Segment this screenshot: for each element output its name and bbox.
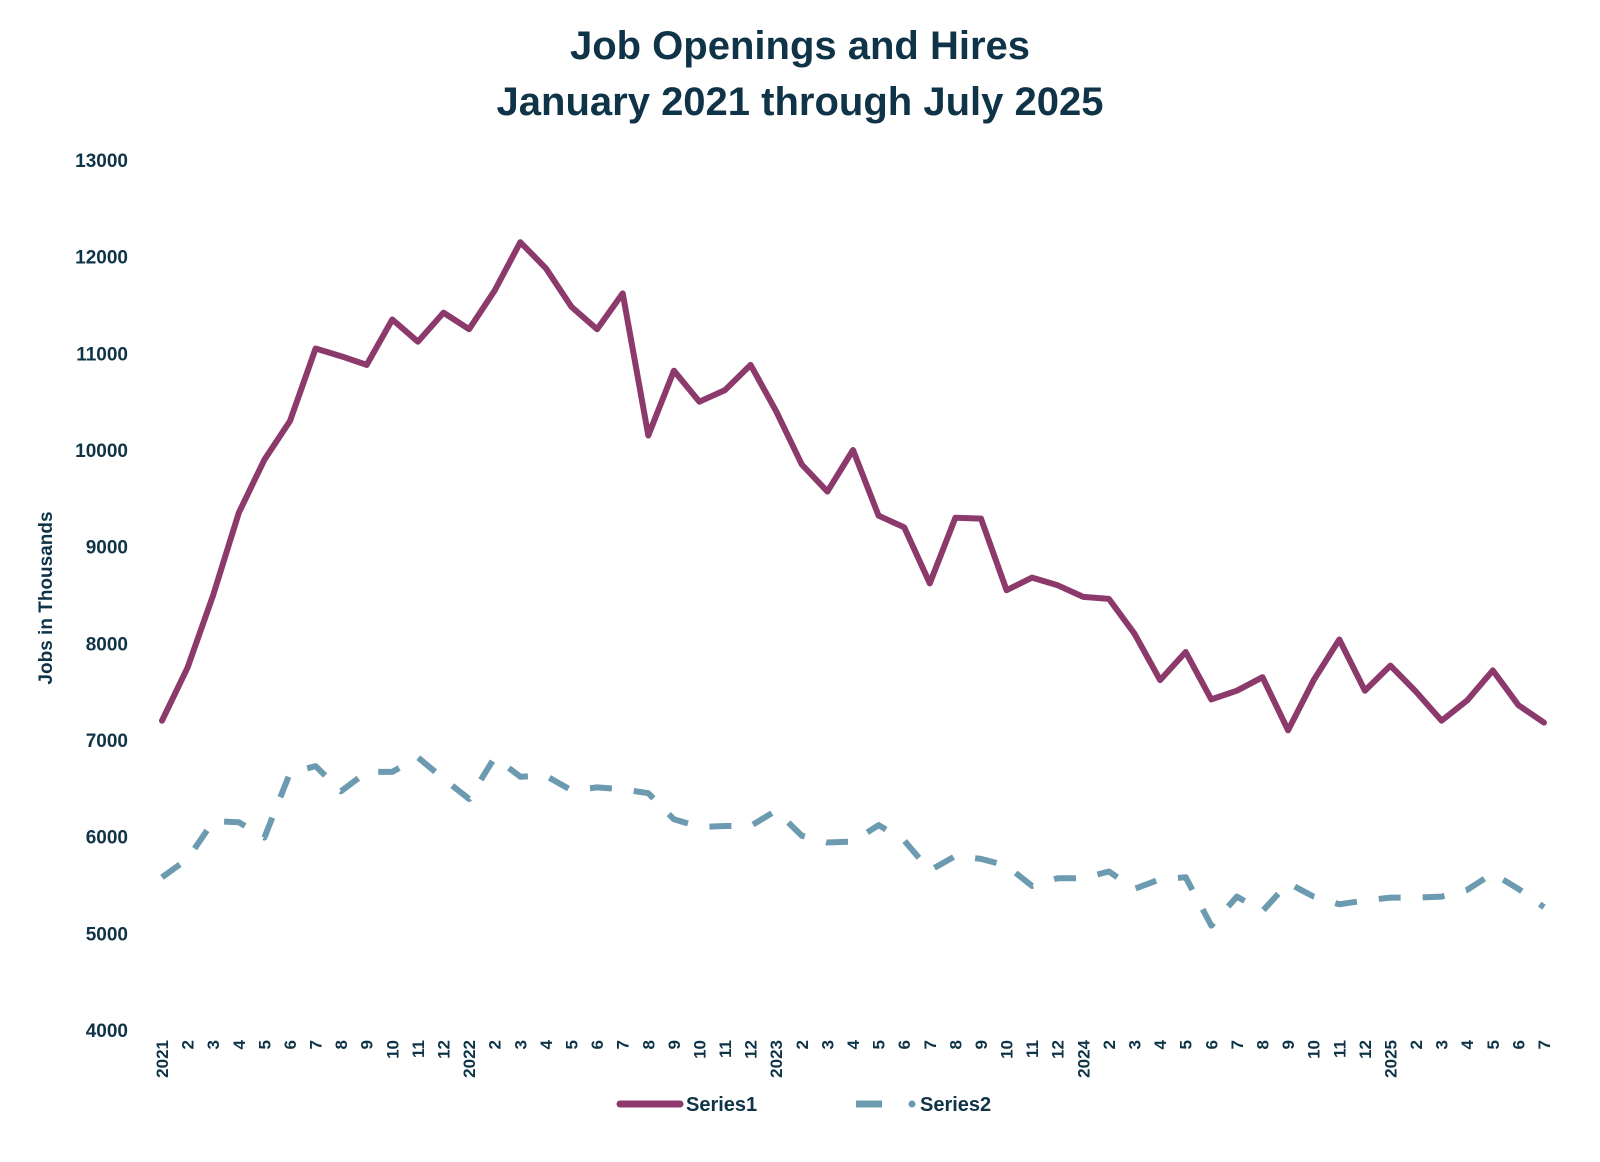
x-tick-label: 10 (998, 1040, 1017, 1059)
x-tick-label: 7 (1535, 1040, 1554, 1049)
x-tick-label: 2 (793, 1040, 812, 1049)
x-tick-label: 12 (1356, 1040, 1375, 1059)
x-tick-label: 11 (409, 1040, 428, 1058)
x-tick-label: 10 (690, 1040, 709, 1059)
y-tick-label: 12000 (75, 248, 128, 269)
x-tick-label: 9 (665, 1040, 684, 1049)
y-tick-label: 9000 (86, 538, 128, 559)
x-axis: 2021 2 3 4 5 6 7 8 9 10 11 12 2022 2 3 4 5 6 7 8 9 10 11 12 2023… (153, 1039, 1554, 1077)
legend-item-1: Series1 (616, 1094, 757, 1116)
x-tick-label: 7 (921, 1040, 940, 1049)
x-tick-label: 9 (358, 1040, 377, 1049)
x-tick-label: 6 (588, 1040, 607, 1049)
legend: Series1 Series2 (616, 1094, 991, 1116)
x-tick-label: 2022 (460, 1040, 479, 1078)
x-tick-label: 9 (972, 1040, 991, 1049)
x-tick-label: 6 (895, 1040, 914, 1049)
x-tick-label: 6 (1202, 1040, 1221, 1049)
x-tick-label: 10 (1305, 1040, 1324, 1059)
x-tick-label: 2021 (153, 1040, 172, 1078)
x-tick-label: 11 (1023, 1040, 1042, 1058)
series-layer (159, 239, 1547, 929)
y-tick-label: 6000 (86, 828, 128, 849)
chart-title: Job Openings and Hires January 2021 thro… (0, 18, 1600, 130)
x-tick-label: 7 (614, 1040, 633, 1049)
y-tick-label: 4000 (86, 1021, 128, 1042)
x-tick-label: 2024 (1074, 1039, 1093, 1077)
x-tick-label: 4 (230, 1039, 249, 1049)
y-tick-label: 13000 (75, 151, 128, 172)
chart-subtitle: January 2021 through July 2025 (496, 80, 1104, 124)
x-tick-label: 5 (255, 1040, 274, 1049)
series-line-2 (160, 754, 1546, 929)
x-tick-label: 12 (435, 1040, 454, 1059)
x-tick-label: 4 (1151, 1039, 1170, 1049)
x-tick-label: 4 (537, 1039, 556, 1049)
x-tick-label: 12 (742, 1040, 761, 1059)
x-tick-label: 2 (1407, 1040, 1426, 1049)
y-tick-label: 11000 (76, 344, 128, 365)
x-tick-label: 2023 (767, 1040, 786, 1078)
y-axis-label: Jobs in Thousands (36, 511, 57, 684)
legend-item-2: Series2 (856, 1094, 991, 1116)
x-tick-label: 5 (562, 1040, 581, 1049)
x-tick-label: 6 (1509, 1040, 1528, 1049)
y-tick-label: 8000 (86, 634, 128, 655)
x-tick-label: 4 (844, 1039, 863, 1049)
chart-title-line1: Job Openings and Hires (569, 24, 1031, 68)
legend-label: Series1 (686, 1094, 757, 1116)
legend-swatch-dot (908, 1100, 916, 1108)
y-tick-label: 5000 (86, 924, 128, 945)
x-tick-label: 2 (1100, 1040, 1119, 1049)
x-tick-label: 3 (818, 1040, 837, 1049)
x-tick-label: 3 (1126, 1040, 1145, 1049)
x-tick-label: 2025 (1381, 1040, 1400, 1078)
series-line-1 (159, 239, 1547, 734)
y-tick-label: 10000 (75, 441, 128, 462)
x-tick-label: 12 (1049, 1040, 1068, 1059)
x-tick-label: 2 (179, 1040, 198, 1049)
x-tick-label: 4 (1458, 1039, 1477, 1049)
x-tick-label: 3 (511, 1040, 530, 1049)
x-tick-label: 11 (716, 1040, 735, 1058)
legend-label: Series2 (920, 1094, 991, 1116)
x-tick-label: 8 (1253, 1040, 1272, 1049)
x-tick-label: 5 (870, 1040, 889, 1049)
y-axis: 4000 5000 6000 7000 8000 9000 10000 11000 12000 1… (75, 151, 128, 1042)
x-tick-label: 8 (946, 1040, 965, 1049)
x-tick-label: 5 (1177, 1040, 1196, 1049)
x-tick-label: 2 (486, 1040, 505, 1049)
x-tick-label: 5 (1484, 1040, 1503, 1049)
x-tick-label: 8 (639, 1040, 658, 1049)
x-tick-label: 7 (307, 1040, 326, 1049)
x-tick-label: 10 (383, 1040, 402, 1059)
x-tick-label: 7 (1228, 1040, 1247, 1049)
x-tick-label: 6 (281, 1040, 300, 1049)
x-tick-label: 11 (1330, 1040, 1349, 1058)
x-tick-label: 3 (1433, 1040, 1452, 1049)
x-tick-label: 9 (1279, 1040, 1298, 1049)
x-tick-label: 8 (332, 1040, 351, 1049)
y-tick-label: 7000 (86, 731, 128, 752)
x-tick-label: 3 (204, 1040, 223, 1049)
